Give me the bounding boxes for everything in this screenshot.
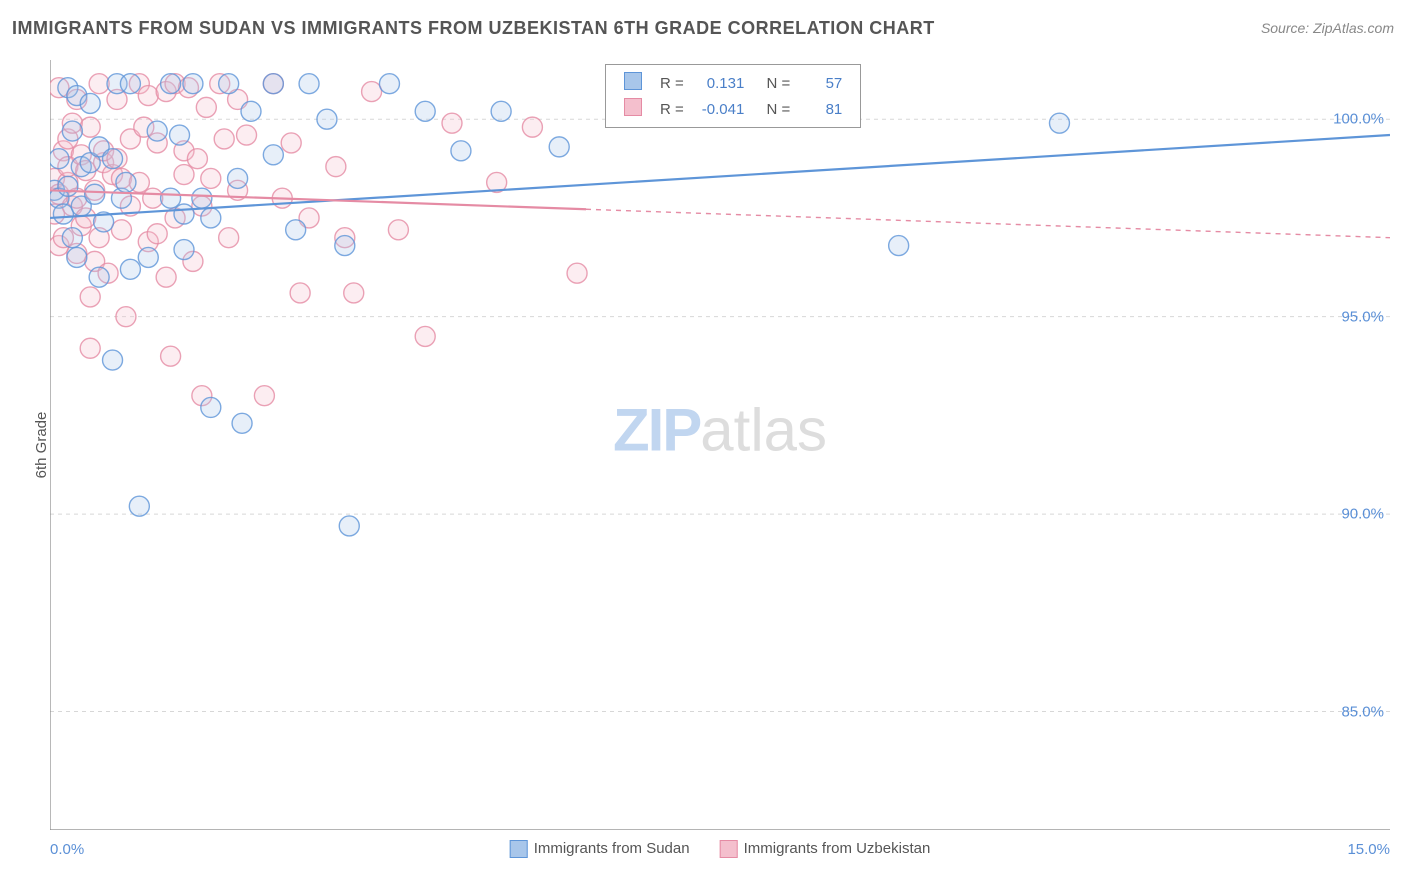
scatter-chart	[50, 60, 1390, 830]
y-tick-label: 90.0%	[1341, 506, 1384, 523]
legend-item: Immigrants from Sudan	[510, 840, 690, 858]
chart-title: IMMIGRANTS FROM SUDAN VS IMMIGRANTS FROM…	[12, 18, 935, 38]
y-tick-label: 95.0%	[1341, 308, 1384, 325]
chart-area: 6th Grade ZIPatlas R =0.131 N =57R =-0.0…	[50, 60, 1390, 830]
legend-item: Immigrants from Uzbekistan	[720, 840, 931, 858]
x-axis-min-label: 0.0%	[50, 841, 84, 858]
y-tick-label: 85.0%	[1341, 703, 1384, 720]
correlation-stats-box: R =0.131 N =57R =-0.041 N =81	[605, 64, 861, 128]
source-attribution: Source: ZipAtlas.com	[1261, 20, 1394, 36]
x-axis-max-label: 15.0%	[1347, 841, 1390, 858]
y-axis-label: 6th Grade	[33, 412, 50, 479]
y-tick-label: 100.0%	[1333, 111, 1384, 128]
series-legend: Immigrants from Sudan Immigrants from Uzb…	[510, 840, 931, 858]
